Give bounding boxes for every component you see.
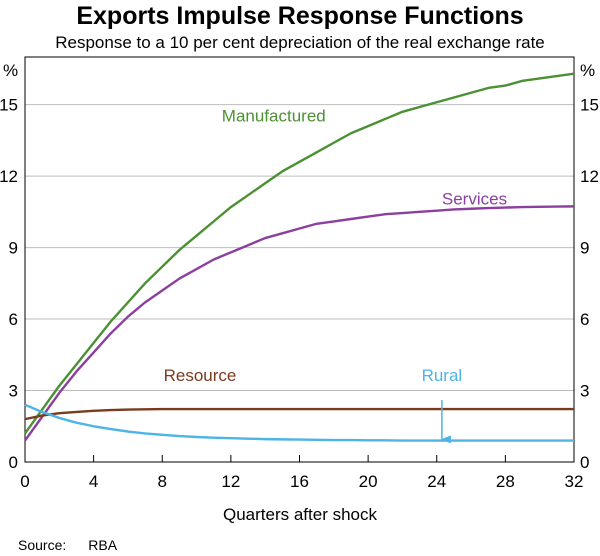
series-line-manufactured bbox=[24, 72, 575, 435]
y-tick-label-left-9: 9 bbox=[9, 239, 18, 258]
y-tick-label-right-3: 3 bbox=[580, 382, 589, 401]
series-label-rural: Rural bbox=[422, 366, 463, 385]
x-tick-label-32: 32 bbox=[565, 472, 584, 491]
x-tick-label-16: 16 bbox=[290, 472, 309, 491]
y-unit-left: % bbox=[3, 61, 18, 80]
y-tick-label-right-9: 9 bbox=[580, 239, 589, 258]
y-tick-label-left-0: 0 bbox=[9, 453, 18, 472]
series-label-manufactured: Manufactured bbox=[222, 106, 326, 125]
y-tick-label-left-12: 12 bbox=[0, 167, 18, 186]
x-tick-label-4: 4 bbox=[89, 472, 98, 491]
chart-subtitle: Response to a 10 per cent depreciation o… bbox=[55, 33, 545, 52]
y-tick-label-right-0: 0 bbox=[580, 453, 589, 472]
x-axis-label: Quarters after shock bbox=[222, 505, 377, 524]
series-line-services bbox=[24, 205, 575, 442]
series-label-services: Services bbox=[442, 190, 507, 209]
x-tick-label-24: 24 bbox=[427, 472, 446, 491]
y-tick-label-right-12: 12 bbox=[580, 167, 599, 186]
source-label: Source: bbox=[18, 537, 67, 553]
y-unit-right: % bbox=[580, 61, 595, 80]
x-tick-label-28: 28 bbox=[496, 472, 515, 491]
series-line-rural bbox=[24, 403, 574, 442]
source-value: RBA bbox=[88, 537, 118, 553]
series-label-resource: Resource bbox=[164, 366, 237, 385]
x-tick-label-8: 8 bbox=[158, 472, 167, 491]
y-tick-label-right-15: 15 bbox=[580, 96, 599, 115]
y-tick-label-left-15: 15 bbox=[0, 96, 18, 115]
x-tick-label-20: 20 bbox=[359, 472, 378, 491]
x-tick-label-0: 0 bbox=[20, 472, 29, 491]
series-line-resource bbox=[24, 407, 574, 421]
y-tick-label-right-6: 6 bbox=[580, 310, 589, 329]
chart-title: Exports Impulse Response Functions bbox=[76, 2, 524, 30]
source-note: Source: RBA bbox=[18, 537, 117, 553]
y-tick-label-left-6: 6 bbox=[9, 310, 18, 329]
y-tick-label-left-3: 3 bbox=[9, 382, 18, 401]
x-tick-label-12: 12 bbox=[221, 472, 240, 491]
